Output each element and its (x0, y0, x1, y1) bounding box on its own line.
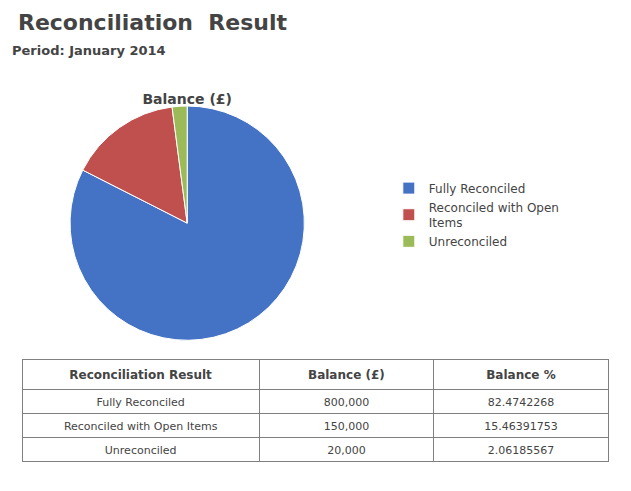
svg-text:15.46391753: 15.46391753 (484, 420, 557, 433)
svg-text:82.4742268: 82.4742268 (488, 396, 554, 409)
svg-text:Balance (£): Balance (£) (142, 91, 232, 107)
svg-text:Period: January 2014: Period: January 2014 (12, 43, 166, 58)
svg-text:150,000: 150,000 (324, 420, 370, 433)
svg-text:2.06185567: 2.06185567 (488, 444, 554, 457)
svg-text:Balance (£): Balance (£) (308, 368, 385, 382)
svg-text:Reconciliation Result: Reconciliation Result (69, 368, 212, 382)
svg-text:Reconciled with OpenItems: Reconciled with OpenItems (429, 201, 559, 231)
svg-text:Fully Reconciled: Fully Reconciled (429, 182, 525, 196)
svg-text:800,000: 800,000 (324, 396, 370, 409)
svg-text:Unreconciled: Unreconciled (429, 235, 507, 249)
svg-text:Unreconciled: Unreconciled (105, 444, 177, 457)
svg-text:Fully Reconciled: Fully Reconciled (96, 396, 184, 409)
svg-text:Reconciled with Open Items: Reconciled with Open Items (64, 420, 218, 433)
svg-text:Balance %: Balance % (486, 368, 555, 382)
svg-text:20,000: 20,000 (327, 444, 366, 457)
svg-text:Reconciliation Result: Reconciliation Result (18, 10, 288, 35)
